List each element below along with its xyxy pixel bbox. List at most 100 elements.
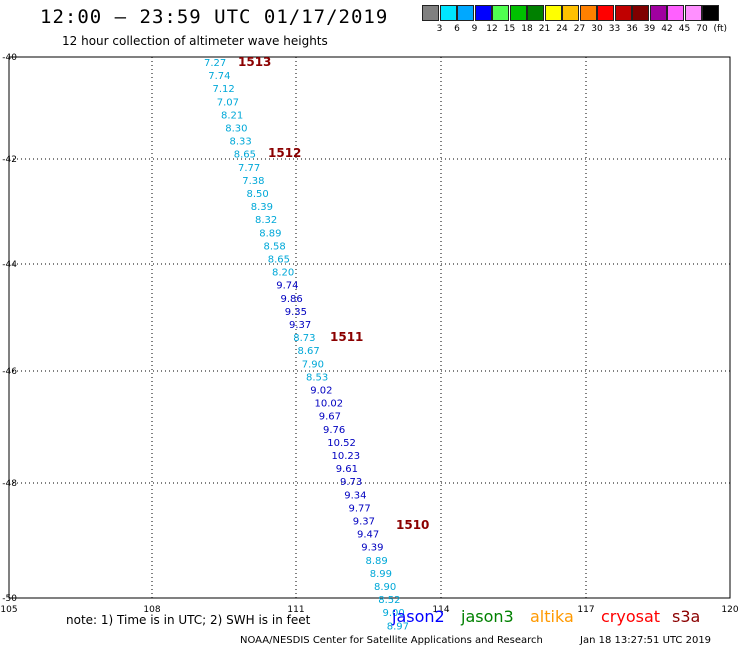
legend-swatch bbox=[614, 5, 632, 21]
x-tick-label: 105 bbox=[0, 605, 17, 615]
wave-height-value: 7.07 bbox=[217, 97, 239, 108]
wave-height-value: 8.39 bbox=[251, 202, 273, 213]
legend-swatch bbox=[527, 5, 544, 21]
legend-swatch bbox=[457, 5, 474, 21]
x-tick-label: 120 bbox=[721, 605, 738, 615]
legend-label: 42 bbox=[661, 24, 673, 34]
footer-note: note: 1) Time is in UTC; 2) SWH is in fe… bbox=[66, 613, 311, 627]
pass-number-label: 1513 bbox=[238, 55, 271, 69]
legend-label: 21 bbox=[538, 24, 551, 34]
wave-height-value: 8.53 bbox=[306, 372, 328, 383]
satellite-altika: altika bbox=[530, 607, 574, 626]
wave-height-value: 8.73 bbox=[293, 333, 315, 344]
legend-swatch bbox=[509, 5, 527, 21]
wave-height-value: 9.34 bbox=[344, 490, 366, 501]
x-tick-label: 114 bbox=[432, 605, 449, 615]
legend-label: 30 bbox=[591, 24, 603, 34]
legend-swatch bbox=[702, 5, 719, 21]
wave-height-value: 8.65 bbox=[268, 255, 290, 266]
y-tick-label: -46 bbox=[2, 367, 17, 377]
legend-label: 15 bbox=[503, 24, 516, 34]
satellite-cryosat: cryosat bbox=[601, 607, 661, 626]
wave-height-value: 10.02 bbox=[315, 399, 344, 410]
wave-height-value: 8.97 bbox=[387, 621, 409, 632]
y-tick-label: -40 bbox=[2, 53, 17, 63]
wave-height-value: 9.73 bbox=[340, 477, 362, 488]
wave-height-value: 9.00 bbox=[383, 608, 405, 619]
satellite-jason2: jason2 bbox=[392, 607, 445, 626]
legend-label: 70 bbox=[696, 24, 708, 34]
legend-swatch bbox=[632, 5, 649, 21]
wave-height-value: 8.52 bbox=[378, 595, 400, 606]
wave-height-value: 9.74 bbox=[276, 281, 298, 292]
pass-number-label: 1510 bbox=[396, 518, 429, 532]
wave-height-value: 7.77 bbox=[238, 163, 260, 174]
wave-height-value: 9.67 bbox=[319, 412, 341, 423]
wave-height-value: 9.47 bbox=[357, 530, 379, 541]
y-tick-label: -42 bbox=[2, 155, 17, 165]
satellite-s3a: s3a bbox=[672, 607, 701, 626]
pass-number-label: 1512 bbox=[268, 146, 301, 160]
wave-height-value: 8.58 bbox=[264, 241, 286, 252]
wave-height-value: 9.86 bbox=[281, 294, 303, 305]
wave-height-value: 8.30 bbox=[225, 124, 247, 135]
legend-swatch bbox=[439, 5, 457, 21]
legend-swatch bbox=[667, 5, 684, 21]
wave-height-value: 8.65 bbox=[234, 150, 256, 161]
wave-height-value: 8.90 bbox=[374, 582, 396, 593]
wave-height-value: 8.20 bbox=[272, 268, 294, 279]
legend-label: 45 bbox=[678, 24, 691, 34]
legend-swatch bbox=[579, 5, 597, 21]
wave-height-value: 7.27 bbox=[204, 58, 226, 69]
page-title: 12:00 – 23:59 UTC 01/17/2019 bbox=[40, 6, 389, 28]
wave-height-value: 8.89 bbox=[259, 228, 281, 239]
x-tick-label: 111 bbox=[287, 605, 304, 615]
legend-label: 9 bbox=[471, 24, 478, 34]
legend-label: 12 bbox=[486, 24, 498, 34]
y-tick-label: -44 bbox=[2, 260, 17, 270]
wave-height-value: 8.67 bbox=[298, 346, 320, 357]
map-frame bbox=[8, 56, 731, 599]
wave-height-value: 7.90 bbox=[302, 359, 324, 370]
pass-number-label: 1511 bbox=[330, 330, 363, 344]
legend-label: 18 bbox=[521, 24, 533, 34]
wave-height-value: 8.32 bbox=[255, 215, 277, 226]
footer-timestamp: Jan 18 13:27:51 UTC 2019 bbox=[580, 635, 712, 646]
legend-label: 39 bbox=[643, 24, 656, 34]
wave-height-value: 8.99 bbox=[370, 569, 392, 580]
wave-height-value: 9.37 bbox=[289, 320, 311, 331]
legend-swatch bbox=[544, 5, 562, 21]
wave-height-value: 10.23 bbox=[332, 451, 361, 462]
legend-label: 36 bbox=[626, 24, 638, 34]
wave-height-value: 9.76 bbox=[323, 425, 345, 436]
legend-swatch bbox=[649, 5, 667, 21]
x-tick-label: 108 bbox=[143, 605, 160, 615]
wave-height-value: 8.33 bbox=[230, 137, 252, 148]
wave-height-value: 9.61 bbox=[336, 464, 358, 475]
wave-height-value: 9.02 bbox=[310, 386, 332, 397]
legend-swatch bbox=[684, 5, 702, 21]
legend-swatch bbox=[562, 5, 579, 21]
wave-height-value: 10.52 bbox=[327, 438, 356, 449]
legend-label: 24 bbox=[556, 24, 568, 34]
wave-height-value: 8.89 bbox=[366, 556, 388, 567]
wave-height-value: 8.50 bbox=[247, 189, 269, 200]
footer-credit: NOAA/NESDIS Center for Satellite Applica… bbox=[240, 635, 543, 646]
legend-label: 3 bbox=[436, 24, 443, 34]
y-tick-label: -50 bbox=[2, 594, 17, 604]
wave-height-value: 9.39 bbox=[361, 543, 383, 554]
wave-height-value: 7.12 bbox=[213, 84, 235, 95]
y-tick-label: -48 bbox=[2, 479, 17, 489]
legend-label: 6 bbox=[454, 24, 460, 34]
wave-height-value: 9.35 bbox=[285, 307, 307, 318]
legend-swatch bbox=[474, 5, 492, 21]
wave-height-value: 7.38 bbox=[242, 176, 264, 187]
page-subtitle: 12 hour collection of altimeter wave hei… bbox=[62, 34, 328, 48]
legend-swatch bbox=[492, 5, 509, 21]
legend-unit: (ft) bbox=[713, 24, 728, 34]
legend-label: 33 bbox=[608, 24, 621, 34]
legend-label: 27 bbox=[573, 24, 586, 34]
legend-swatch bbox=[422, 5, 439, 21]
wave-height-value: 9.37 bbox=[353, 517, 375, 528]
